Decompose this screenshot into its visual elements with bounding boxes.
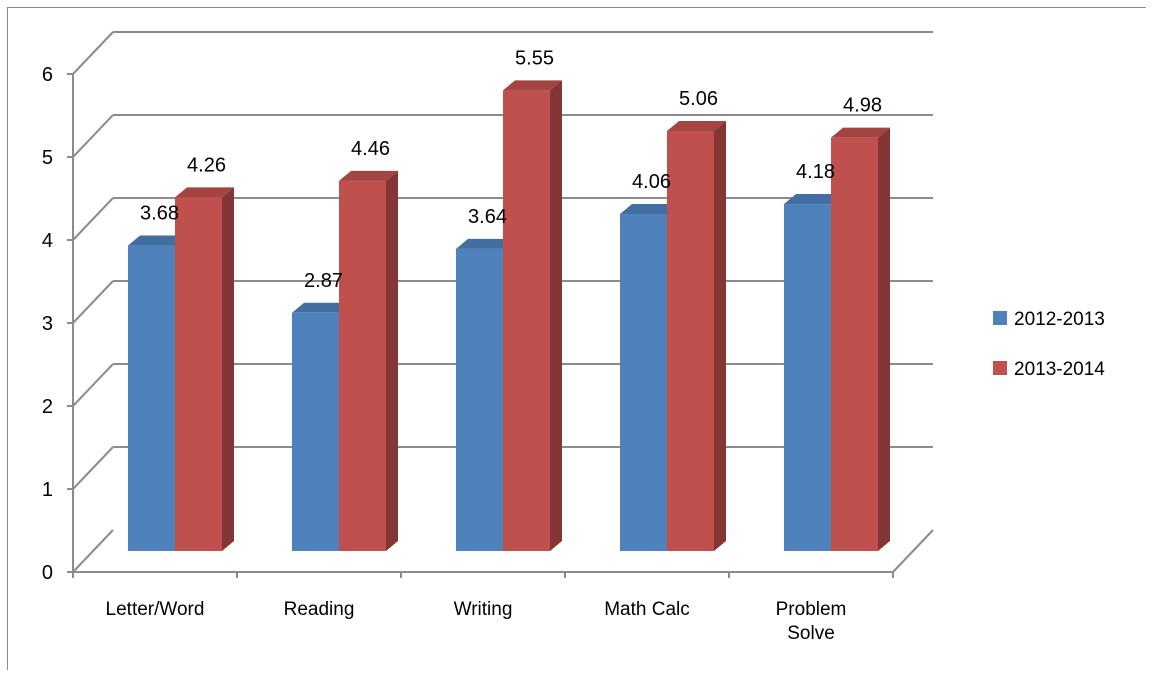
bar-0-1 [292,312,339,551]
bar-side-1-4 [878,127,890,551]
labels-layer: 3.68 4.26 Letter/Word 2.87 4.46 Reading 3.64 5.… [106,47,882,643]
bar-0-4 [784,204,831,551]
category-label-line: Problem [776,599,847,620]
legend: 2012-2013 2013-2014 [993,309,1105,380]
category-label-line: Writing [454,599,513,620]
y-tick-label: 3 [42,313,53,335]
category-label: Math Calc [604,599,690,620]
data-label: 4.26 [187,154,226,176]
category-label-line: Reading [284,599,355,620]
bar-1-4 [831,137,878,551]
wall-line-4 [72,197,114,241]
category-label: Letter/Word [106,599,205,620]
bar-1-1 [339,180,386,551]
bar-side-1-2 [550,80,562,551]
legend-swatch-1 [993,361,1007,375]
bar-0-2 [456,248,503,551]
bar-top-1-3 [667,121,726,132]
y-tick-label: 1 [42,479,53,501]
data-label: 2.87 [304,270,343,292]
category-label: Writing [454,599,513,620]
bar-top-1-0 [175,187,234,198]
floor-right-edge [892,529,934,573]
y-tick-label: 0 [42,562,53,584]
bar-1-2 [503,90,550,551]
category-label-line: Letter/Word [106,599,205,620]
bar-side-1-3 [714,121,726,552]
bar-top-0-3 [620,204,679,215]
data-label: 5.55 [515,47,554,69]
data-label: 4.06 [632,171,671,193]
data-label: 5.06 [679,88,718,110]
bars-layer [128,80,890,552]
category-label: Problem Solve [776,599,847,644]
legend-swatch-0 [993,311,1007,325]
bar-top-1-2 [503,80,562,91]
wall-line-5 [72,114,114,158]
bar-top-0-0 [128,235,187,246]
wall-line-3 [72,280,114,324]
wall-line-6 [72,31,114,75]
y-tick-label: 5 [42,147,53,169]
bar-side-1-0 [222,187,234,552]
data-label: 3.68 [140,203,179,225]
bar-top-0-4 [784,194,843,205]
chart-frame [7,7,1146,670]
wall-line-0 [72,529,114,573]
bar-1-0 [175,197,222,552]
bar-top-1-4 [831,127,890,138]
bar-top-0-1 [292,302,351,313]
bar-0-3 [620,214,667,551]
bar-top-0-2 [456,238,515,249]
y-tick-label: 4 [42,230,53,252]
y-tick-label: 6 [42,64,53,86]
bar-side-1-1 [386,170,398,551]
bar-1-3 [667,131,714,551]
bar-top-1-1 [339,170,398,181]
legend-label: 2013-2014 [1014,359,1105,380]
data-label: 4.46 [351,138,390,160]
category-label: Reading [284,599,355,620]
data-label: 4.98 [843,95,882,117]
data-label: 4.18 [796,161,835,183]
category-label-line: Solve [787,623,835,644]
legend-label: 2012-2013 [1014,309,1105,330]
wall-line-2 [72,363,114,407]
bar-0-0 [128,245,175,551]
y-tick-label: 2 [42,396,53,418]
wall-line-1 [72,446,114,490]
data-label: 3.64 [468,206,507,228]
category-label-line: Math Calc [604,599,690,620]
